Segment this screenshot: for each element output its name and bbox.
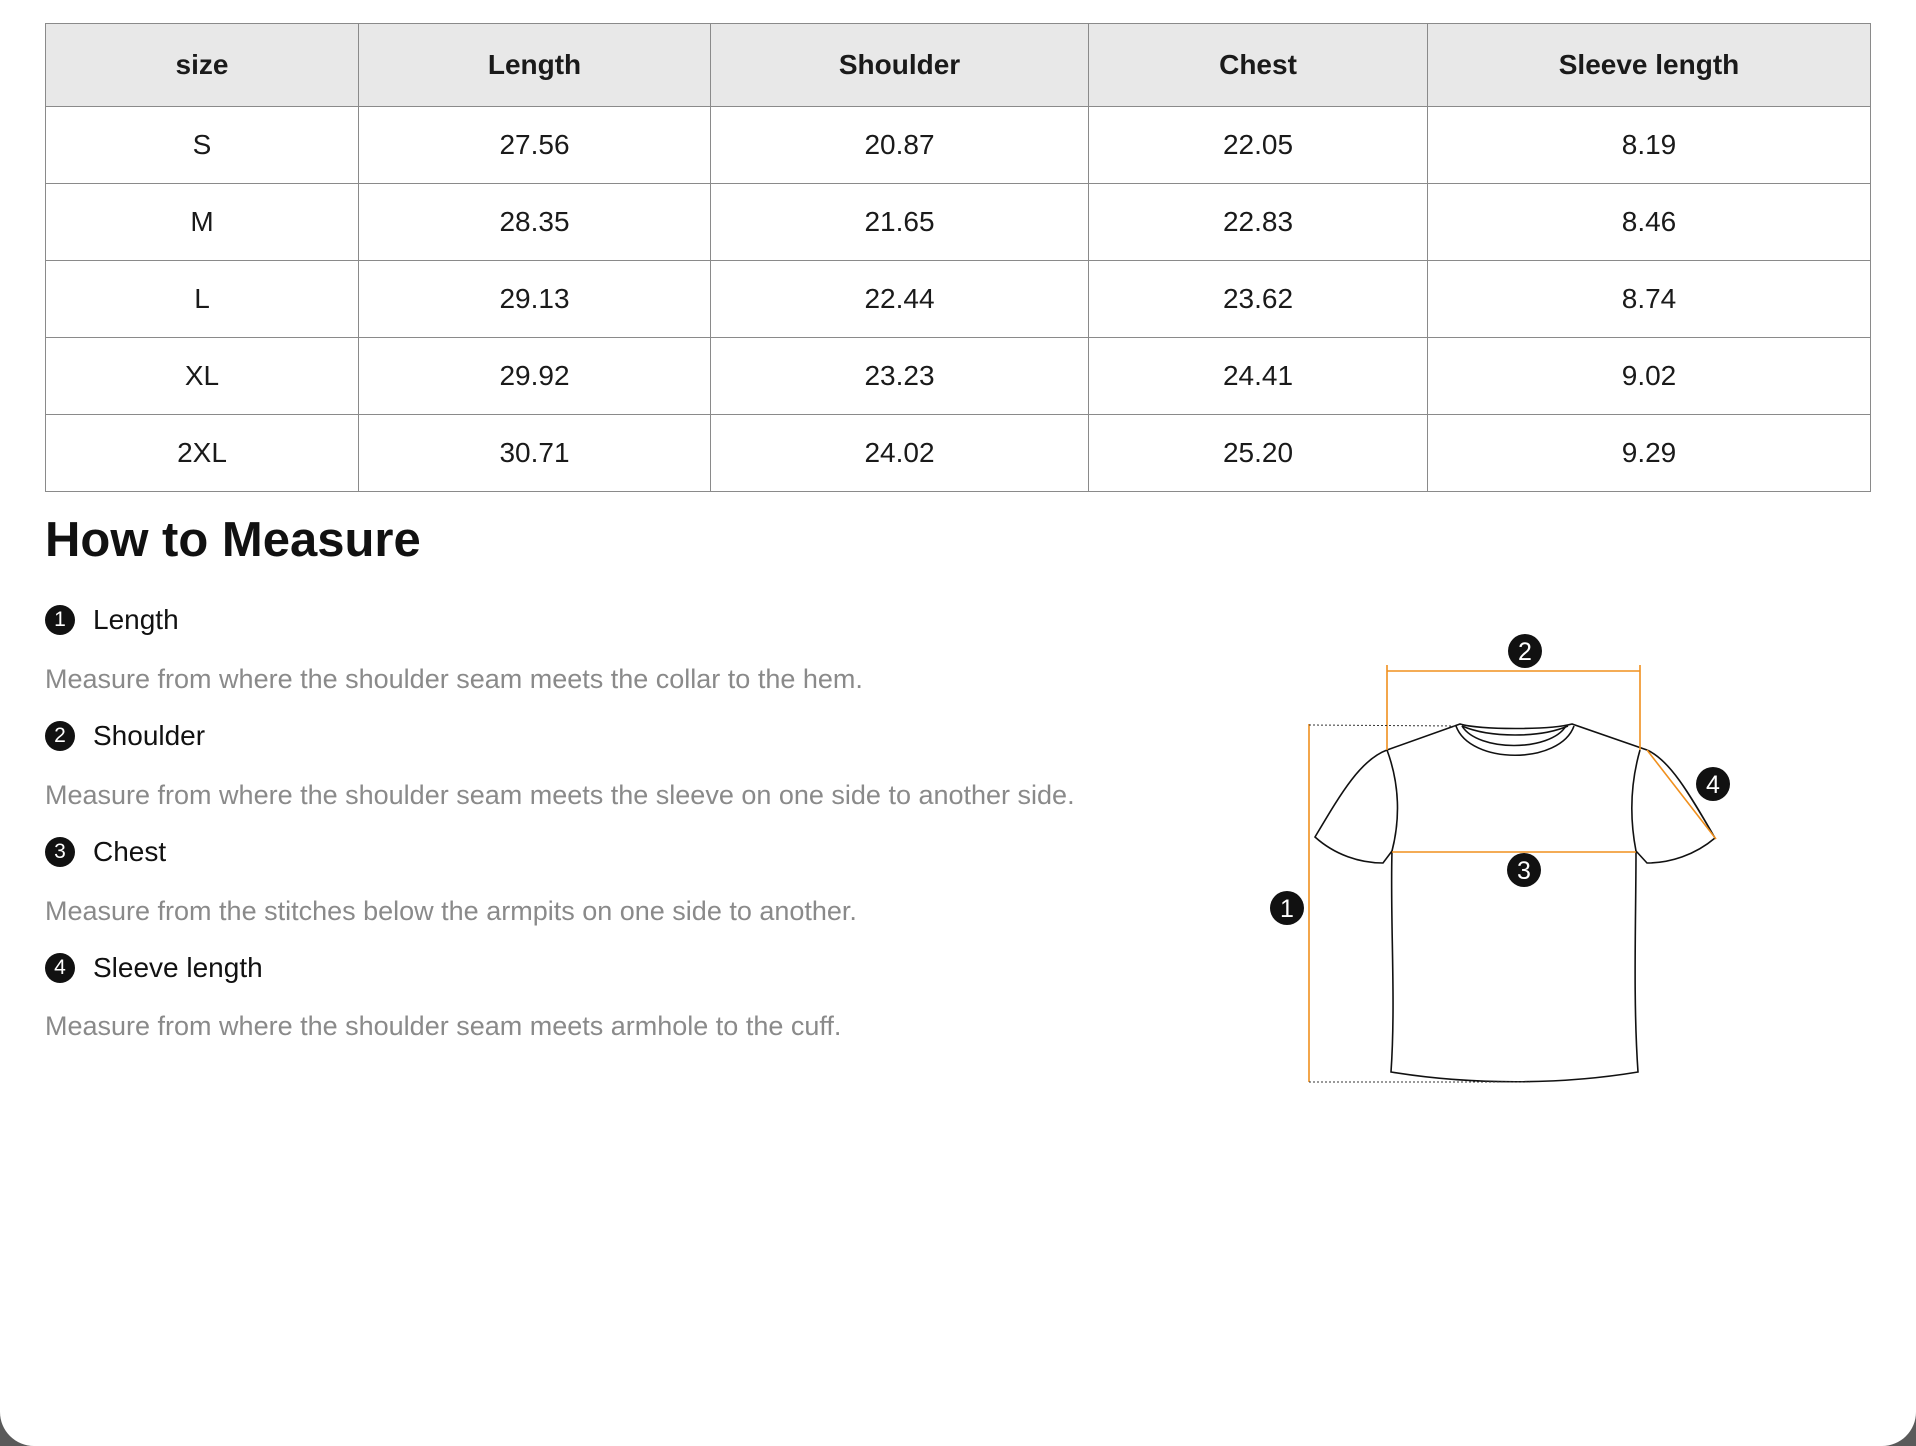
header-sleeve-length: Sleeve length [1427, 23, 1871, 107]
item-title: Shoulder [93, 720, 206, 751]
header-chest: Chest [1088, 23, 1428, 107]
measure-item-sleeve: 4 Sleeve length [45, 952, 263, 984]
table-row: S 27.56 20.87 22.05 8.19 [45, 106, 1871, 184]
item-description: Measure from where the shoulder seam mee… [45, 664, 863, 694]
table-row: M 28.35 21.65 22.83 8.46 [45, 183, 1871, 261]
table-cell: 29.13 [358, 260, 711, 338]
item-title: Sleeve length [93, 952, 263, 983]
number-badge: 2 [45, 721, 75, 751]
table-cell: XL [45, 337, 359, 415]
table-cell: 22.05 [1088, 106, 1428, 184]
table-cell: M [45, 183, 359, 261]
header-length: Length [358, 23, 711, 107]
table-cell: 22.83 [1088, 183, 1428, 261]
table-cell: 8.46 [1427, 183, 1871, 261]
table-cell: L [45, 260, 359, 338]
section-title: How to Measure [45, 513, 421, 567]
measure-item-chest: 3 Chest [45, 836, 166, 868]
tshirt-outline [1313, 723, 1717, 1083]
label-3: 3 [1507, 853, 1541, 887]
table-cell: 25.20 [1088, 414, 1428, 492]
svg-text:2: 2 [1518, 638, 1532, 666]
size-table: size Length Shoulder Chest Sleeve length… [45, 23, 1871, 492]
label-4: 4 [1696, 767, 1730, 801]
svg-text:4: 4 [1706, 771, 1720, 799]
measure-item-shoulder: 2 Shoulder [45, 720, 205, 752]
table-cell: 23.62 [1088, 260, 1428, 338]
svg-text:1: 1 [1280, 895, 1294, 923]
item-title: Chest [93, 836, 167, 867]
table-cell: 9.02 [1427, 337, 1871, 415]
table-cell: 24.41 [1088, 337, 1428, 415]
item-title: Length [93, 604, 179, 635]
table-cell: 2XL [45, 414, 359, 492]
table-cell: 30.71 [358, 414, 711, 492]
number-badge: 4 [45, 953, 75, 983]
number-badge: 1 [45, 605, 75, 635]
header-shoulder: Shoulder [710, 23, 1089, 107]
measure-item-length: 1 Length [45, 604, 179, 636]
table-row: 2XL 30.71 24.02 25.20 9.29 [45, 414, 1871, 492]
table-row: L 29.13 22.44 23.62 8.74 [45, 260, 1871, 338]
table-cell: 8.19 [1427, 106, 1871, 184]
table-cell: 9.29 [1427, 414, 1871, 492]
table-cell: 27.56 [358, 106, 711, 184]
svg-text:3: 3 [1517, 857, 1531, 885]
item-description: Measure from the stitches below the armp… [45, 896, 857, 926]
table-cell: 28.35 [358, 183, 711, 261]
item-description: Measure from where the shoulder seam mee… [45, 780, 1075, 810]
label-2: 2 [1508, 634, 1542, 668]
guide-lines [1308, 724, 1530, 1083]
measure-lines [1308, 665, 1717, 1082]
table-cell: 24.02 [710, 414, 1089, 492]
table-cell: 21.65 [710, 183, 1089, 261]
table-header-row: size Length Shoulder Chest Sleeve length [45, 23, 1871, 107]
table-cell: 20.87 [710, 106, 1089, 184]
table-row: XL 29.92 23.23 24.41 9.02 [45, 337, 1871, 415]
table-cell: 8.74 [1427, 260, 1871, 338]
number-badge: 3 [45, 837, 75, 867]
label-1: 1 [1270, 891, 1304, 925]
item-description: Measure from where the shoulder seam mee… [45, 1011, 842, 1041]
table-cell: 29.92 [358, 337, 711, 415]
header-size: size [45, 23, 359, 107]
table-cell: 23.23 [710, 337, 1089, 415]
tshirt-diagram: 1 2 3 4 [1270, 634, 1730, 1083]
table-cell: S [45, 106, 359, 184]
table-cell: 22.44 [710, 260, 1089, 338]
